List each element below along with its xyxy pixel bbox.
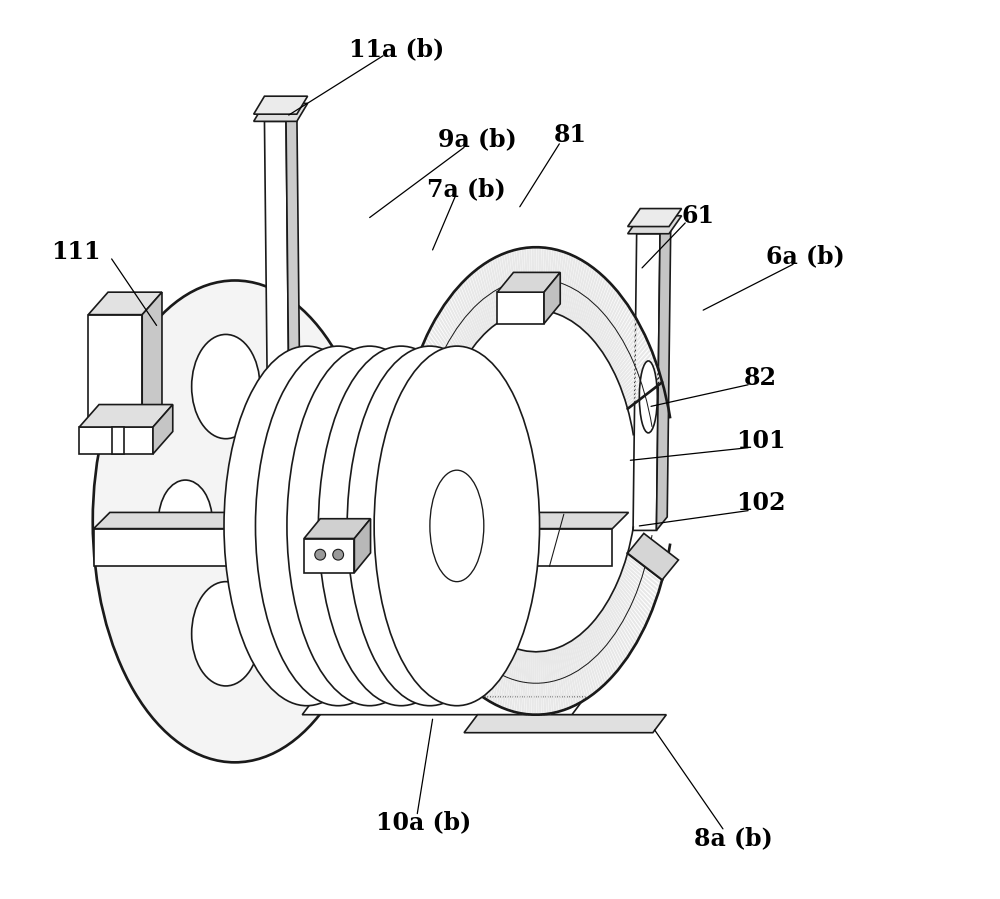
Ellipse shape: [639, 360, 657, 433]
Ellipse shape: [374, 470, 428, 582]
Ellipse shape: [315, 549, 326, 560]
Ellipse shape: [311, 470, 365, 582]
Polygon shape: [254, 103, 308, 121]
Text: 81: 81: [554, 123, 587, 147]
Ellipse shape: [93, 280, 377, 762]
Polygon shape: [304, 539, 354, 573]
Polygon shape: [94, 529, 612, 566]
Polygon shape: [354, 519, 371, 573]
Ellipse shape: [318, 346, 484, 706]
Text: 11a (b): 11a (b): [349, 38, 444, 61]
Text: 61: 61: [681, 204, 714, 227]
Polygon shape: [628, 216, 682, 234]
Text: 6a (b): 6a (b): [766, 245, 845, 268]
Ellipse shape: [287, 346, 452, 706]
Text: 7a (b): 7a (b): [427, 177, 506, 200]
Text: 82: 82: [744, 366, 777, 389]
Polygon shape: [302, 697, 585, 715]
Ellipse shape: [158, 480, 212, 563]
Polygon shape: [497, 292, 544, 324]
Polygon shape: [544, 272, 560, 324]
Polygon shape: [633, 234, 660, 530]
Polygon shape: [628, 209, 682, 227]
Polygon shape: [264, 121, 291, 553]
Polygon shape: [79, 405, 173, 427]
Text: 8a (b): 8a (b): [694, 826, 773, 850]
Ellipse shape: [430, 470, 484, 582]
Polygon shape: [656, 220, 671, 530]
Polygon shape: [142, 292, 162, 432]
Ellipse shape: [374, 346, 540, 706]
Polygon shape: [112, 427, 124, 454]
Text: 10a (b): 10a (b): [376, 811, 471, 834]
Polygon shape: [94, 512, 629, 529]
Polygon shape: [88, 292, 162, 315]
Ellipse shape: [333, 549, 344, 560]
Ellipse shape: [343, 470, 397, 582]
Ellipse shape: [192, 582, 260, 686]
Polygon shape: [254, 96, 308, 114]
Ellipse shape: [403, 470, 457, 582]
Polygon shape: [628, 533, 678, 580]
Polygon shape: [286, 108, 301, 553]
Text: 101: 101: [736, 429, 785, 452]
Polygon shape: [79, 427, 153, 454]
Ellipse shape: [347, 346, 513, 706]
Polygon shape: [464, 715, 666, 733]
Text: 9a (b): 9a (b): [438, 128, 517, 151]
Polygon shape: [354, 467, 386, 575]
Ellipse shape: [255, 346, 421, 706]
Ellipse shape: [224, 346, 389, 706]
Ellipse shape: [280, 470, 334, 582]
Polygon shape: [497, 272, 560, 292]
Ellipse shape: [192, 334, 260, 439]
Polygon shape: [304, 519, 371, 539]
Polygon shape: [153, 405, 173, 454]
Polygon shape: [88, 315, 142, 432]
Text: 111: 111: [51, 240, 100, 263]
Text: 102: 102: [736, 492, 785, 515]
